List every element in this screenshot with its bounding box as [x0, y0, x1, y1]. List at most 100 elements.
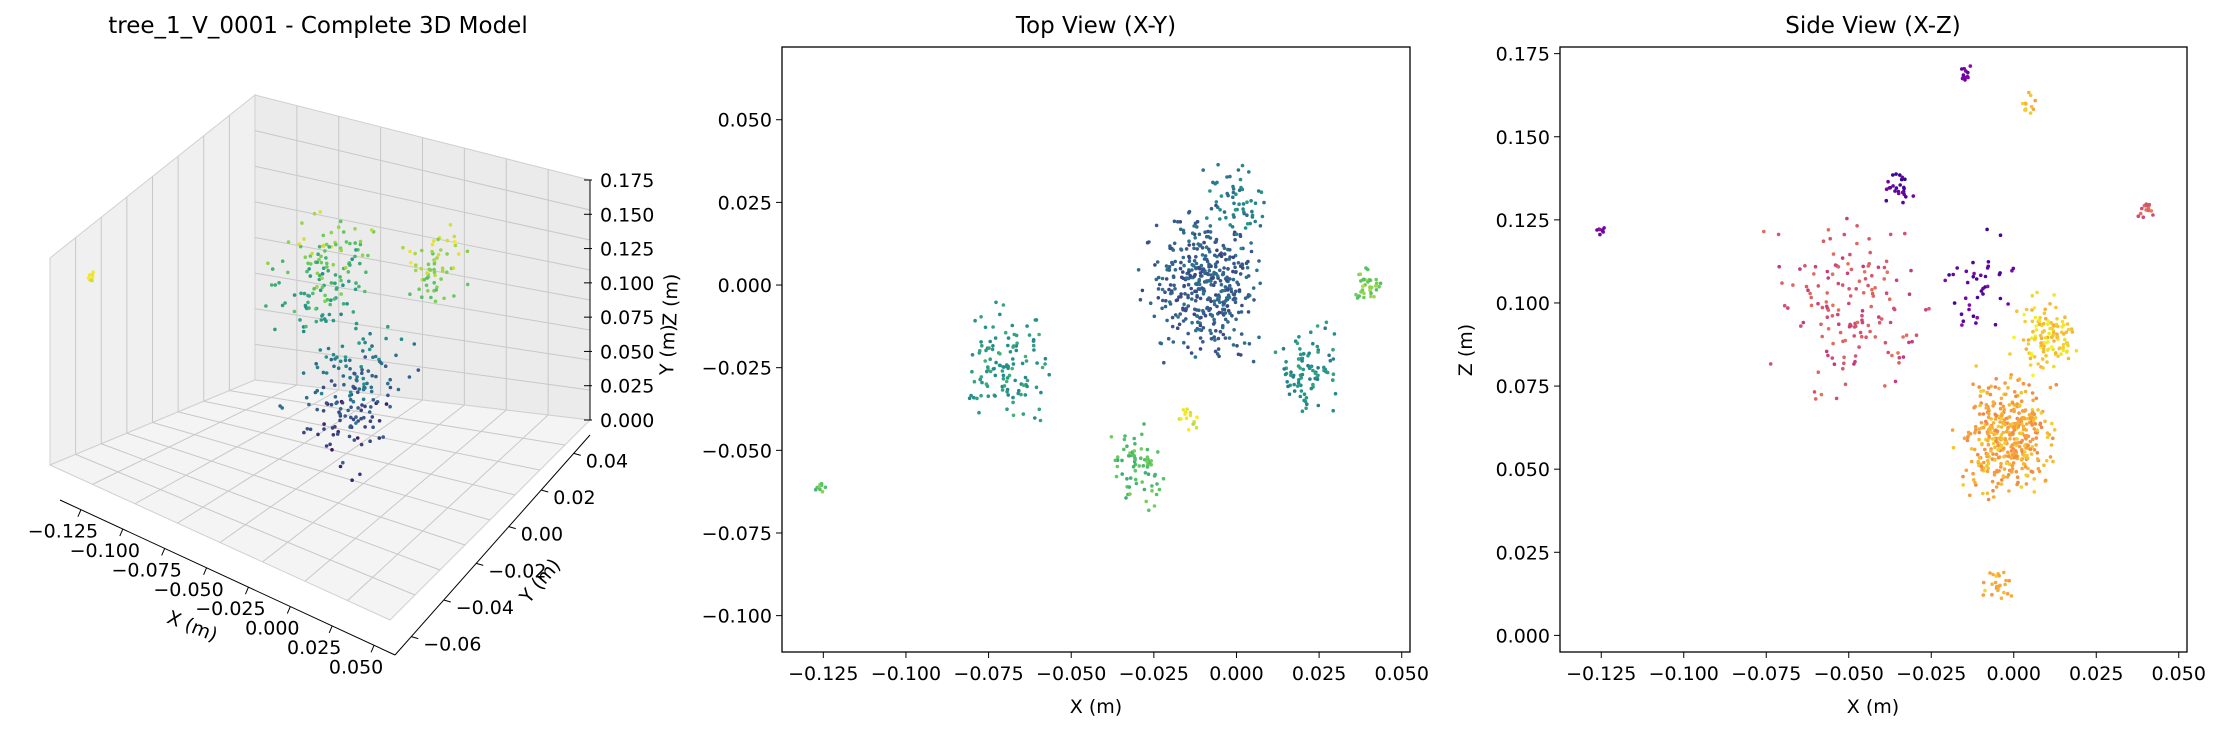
side-point [1855, 241, 1859, 246]
top-point [1192, 312, 1197, 317]
side-point [1962, 436, 1967, 441]
x-tick-mark [161, 548, 166, 556]
top-point [1361, 284, 1365, 289]
point-3d [354, 421, 358, 425]
point-3d [371, 398, 376, 402]
side-point [1867, 237, 1871, 241]
top-point [1152, 314, 1157, 319]
top-point [1309, 386, 1314, 391]
point-3d [326, 268, 331, 273]
point-3d [307, 306, 311, 310]
top-point [1233, 208, 1238, 212]
side-point [1804, 284, 1809, 289]
side-point [1812, 272, 1816, 276]
top-point [1223, 299, 1227, 304]
top-point [1156, 275, 1161, 280]
top-point [1002, 365, 1006, 369]
side-point [1894, 278, 1899, 283]
side-point [1882, 265, 1887, 270]
side-point [2004, 392, 2008, 397]
side-point [1897, 361, 1901, 365]
side-point [2032, 448, 2037, 452]
top-point [1209, 279, 1213, 283]
panel-side-view: Side View (X-Z) −0.125 −0.100 −0.075 −0.050… [1455, 13, 2206, 718]
top-point [1011, 413, 1016, 418]
point-3d [430, 242, 435, 247]
point-3d [348, 375, 352, 380]
side-point [2032, 427, 2037, 431]
top-point [1011, 395, 1015, 400]
side-point [1857, 345, 1861, 349]
point-3d [360, 368, 364, 372]
side-point [2019, 390, 2024, 395]
side-point [2020, 466, 2024, 471]
top-point [1223, 336, 1228, 340]
point-3d [354, 281, 358, 285]
point-3d [341, 460, 345, 465]
top-point [1287, 392, 1292, 397]
top-point [1170, 324, 1175, 329]
side-point [1967, 307, 1971, 312]
point-3d [349, 405, 353, 410]
top-point [1203, 313, 1208, 318]
top-point [1034, 318, 1039, 322]
point-3d [388, 404, 392, 409]
side-point [1983, 274, 1988, 279]
side-point [2027, 413, 2032, 417]
top-point [1226, 320, 1230, 324]
top-point [1377, 284, 1381, 289]
point-3d [369, 389, 374, 394]
side-point [1896, 191, 1901, 196]
point-3d [407, 375, 412, 379]
top-point [1190, 291, 1194, 296]
side-point [2036, 466, 2041, 471]
side-point [1999, 465, 2003, 469]
side-point [1994, 377, 1998, 381]
side-point [2052, 364, 2056, 369]
side-point [1893, 379, 1898, 384]
side-point [2010, 452, 2015, 457]
side-point [2038, 315, 2042, 320]
side-point [1842, 232, 1847, 237]
point-3d [315, 260, 320, 265]
side-point [2048, 385, 2053, 390]
side-point [2030, 308, 2034, 312]
side-point [2054, 382, 2059, 387]
point-3d [433, 273, 437, 278]
side-point [2051, 436, 2055, 441]
side-point [1967, 303, 1972, 307]
top-point [1204, 245, 1209, 249]
side-point [2063, 337, 2067, 342]
side-point [2012, 390, 2017, 394]
side-point [2043, 307, 2047, 312]
y-tick-label: 0.075 [1496, 376, 1550, 398]
top-point [1249, 249, 1254, 254]
side-point [1898, 183, 1902, 187]
point-3d [324, 401, 329, 405]
top-point [1006, 366, 1010, 371]
point-3d [375, 400, 380, 404]
top-point [1179, 417, 1183, 421]
point-3d [301, 329, 306, 334]
point-3d [360, 371, 364, 376]
top-point [1296, 357, 1301, 361]
top-point [1203, 230, 1207, 234]
point-3d [365, 381, 369, 386]
top-point [1282, 367, 1286, 371]
point-3d [324, 355, 329, 359]
point-3d [408, 292, 412, 297]
side-point [2002, 407, 2006, 412]
top-point [1322, 368, 1326, 373]
side-point [1780, 281, 1784, 285]
side-point [2042, 463, 2046, 468]
side-point [1885, 270, 1890, 275]
point-3d [377, 436, 382, 440]
point-3d [425, 271, 429, 275]
top-point [1368, 285, 1372, 289]
side-point [1987, 427, 1992, 432]
top-point [1157, 282, 1162, 287]
side-point [1947, 273, 1951, 277]
point-3d [355, 436, 360, 440]
side-point [2043, 419, 2047, 424]
top-point [1249, 241, 1253, 245]
